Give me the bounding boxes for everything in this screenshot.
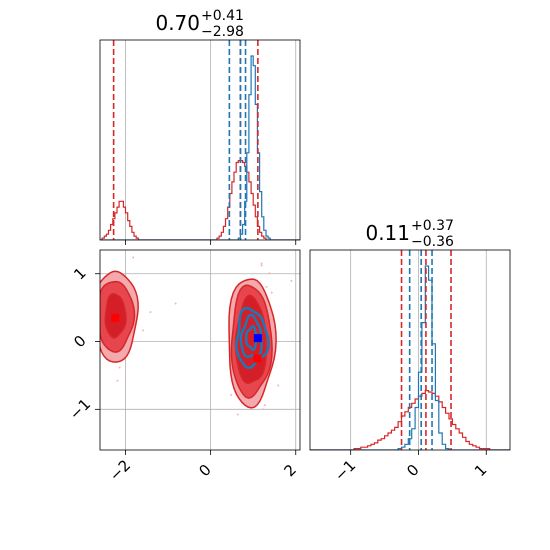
sample-point [82, 222, 84, 224]
bottom-right-grid [350, 250, 487, 450]
top-left-title-minus: −2.98 [201, 24, 244, 40]
sample-point [260, 262, 263, 265]
sample-point [174, 302, 177, 305]
sample-point [263, 404, 266, 407]
sample-point [260, 264, 263, 267]
sample-point [265, 285, 268, 288]
histogram-red-series [310, 390, 510, 450]
sample-point [279, 241, 281, 243]
bottom-right-frame [309, 249, 511, 451]
blue-mode-marker [253, 334, 262, 343]
bottom-right-ticks: −1 0 1 [331, 450, 490, 485]
x-tick-label: −2 [106, 456, 134, 484]
sample-point [92, 311, 94, 313]
red-mode-marker [253, 354, 262, 363]
top-left-ticks [125, 240, 297, 245]
bottom-right-title-median: 0.11 [365, 221, 410, 245]
top-left-grid [125, 40, 297, 240]
top-left-quantile-lines [112, 40, 259, 240]
bottom-right-title-plus: +0.37 [411, 218, 454, 234]
panel-bottom-right-histogram: −1 0 1 0.11 +0.37 −0.36 [309, 218, 511, 485]
red-mode-marker [111, 313, 120, 322]
sample-point [127, 243, 129, 245]
sample-point [262, 408, 265, 411]
sample-point [236, 413, 239, 416]
sample-point [118, 366, 121, 369]
sample-point [85, 260, 87, 262]
sample-point [98, 300, 100, 302]
x-tick-label: 1 [471, 461, 490, 480]
top-left-title-plus: +0.41 [201, 8, 244, 24]
sample-point [230, 393, 233, 396]
sample-point [132, 256, 135, 259]
sample-point [241, 191, 243, 193]
x-tick-label: 0 [403, 461, 422, 480]
x-tick-label: 0 [195, 461, 214, 480]
sample-point [116, 379, 119, 382]
bottom-left-frame [99, 249, 301, 451]
panel-bottom-left-contour: −2 0 2 −1 0 1 [66, 191, 301, 485]
bottom-right-title-minus: −0.36 [411, 234, 454, 250]
sample-point [142, 329, 145, 332]
top-left-title-median: 0.70 [155, 11, 200, 35]
histogram-red-series [100, 160, 300, 240]
x-tick-label: −1 [331, 456, 359, 484]
y-tick-label: 0 [70, 332, 89, 351]
sample-point [268, 272, 271, 275]
sample-point [277, 384, 280, 387]
bottom-left-red-contours [100, 270, 277, 409]
y-tick-label: 1 [70, 264, 89, 283]
histogram-blue-series [100, 55, 300, 240]
sample-point [290, 279, 293, 282]
top-left-histograms [100, 55, 300, 240]
histogram-blue-series [310, 265, 510, 450]
bottom-left-markers [111, 313, 262, 363]
bottom-right-quantile-lines [400, 250, 452, 450]
blue-contour-level [244, 324, 258, 352]
x-tick-label: 2 [280, 461, 299, 480]
sample-point [270, 291, 273, 294]
bottom-right-histograms [310, 265, 510, 450]
sample-point [149, 311, 152, 314]
panel-top-left-histogram: 0.70 +0.41 −2.98 [99, 8, 301, 245]
y-tick-label: −1 [66, 395, 94, 423]
top-left-frame [99, 39, 301, 241]
